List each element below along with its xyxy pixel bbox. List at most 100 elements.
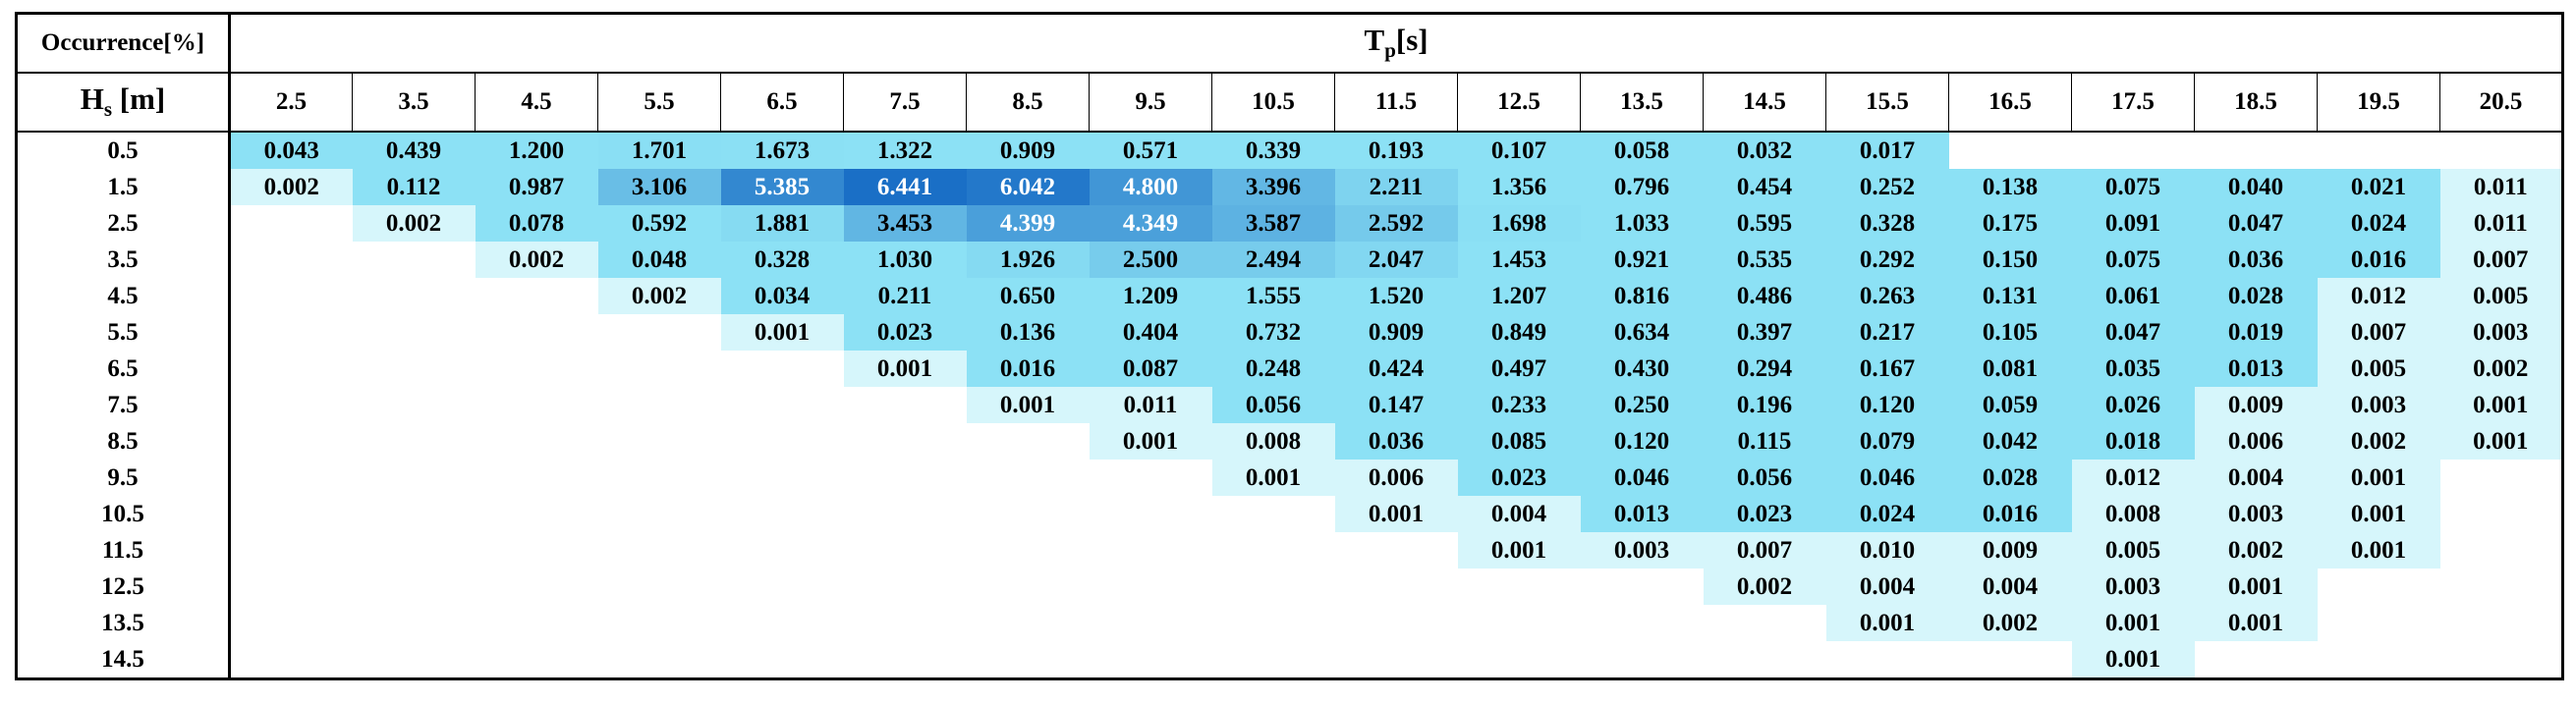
value-cell: 0.003 <box>2439 314 2563 351</box>
value-cell <box>230 605 353 641</box>
value-cell <box>476 351 598 387</box>
hs-label-6-5: 6.5 <box>16 351 231 387</box>
value-cell: 0.002 <box>352 205 476 242</box>
value-cell: 0.075 <box>2071 169 2195 205</box>
value-cell <box>598 351 721 387</box>
value-cell <box>230 423 353 460</box>
hs-symbol: H <box>80 81 104 117</box>
tp-header-13-5: 13.5 <box>1580 73 1704 133</box>
value-cell: 0.001 <box>1825 605 1949 641</box>
value-cell <box>2318 605 2440 641</box>
value-cell <box>353 351 476 387</box>
value-cell: 4.349 <box>1089 205 1212 242</box>
table-body: 0.5 0.043 0.439 1.200 1.701 1.673 1.322 0.909 0.… <box>16 132 2563 679</box>
value-cell: 5.385 <box>720 169 844 205</box>
value-cell: 0.016 <box>2317 242 2440 278</box>
value-cell: 0.061 <box>2071 278 2195 314</box>
table-row: 0.5 0.043 0.439 1.200 1.701 1.673 1.322 0.909 0.… <box>16 132 2563 169</box>
value-cell: 0.001 <box>1334 496 1458 532</box>
value-cell <box>967 532 1090 569</box>
value-cell: 0.001 <box>2194 605 2318 641</box>
value-cell: 0.909 <box>966 132 1090 169</box>
hs-subscript: s <box>103 97 113 122</box>
value-cell: 0.021 <box>2317 169 2440 205</box>
value-cell: 0.003 <box>2071 569 2195 605</box>
value-cell: 0.058 <box>1580 132 1704 169</box>
value-cell: 0.002 <box>2317 423 2440 460</box>
value-cell: 3.396 <box>1211 169 1335 205</box>
value-cell: 0.497 <box>1457 351 1581 387</box>
value-cell <box>2440 132 2563 169</box>
value-cell <box>598 423 721 460</box>
value-cell: 0.002 <box>229 169 353 205</box>
value-cell <box>230 641 353 679</box>
value-cell: 1.356 <box>1457 169 1581 205</box>
value-cell <box>1826 641 1949 679</box>
value-cell: 0.007 <box>2317 314 2440 351</box>
value-cell <box>1212 605 1335 641</box>
value-cell: 0.921 <box>1580 242 1704 278</box>
value-cell: 0.002 <box>2439 351 2563 387</box>
value-cell <box>721 423 844 460</box>
value-cell <box>1335 532 1458 569</box>
value-cell: 0.849 <box>1457 314 1581 351</box>
value-cell: 0.196 <box>1703 387 1826 423</box>
value-cell <box>844 641 967 679</box>
value-cell: 0.339 <box>1211 132 1335 169</box>
value-cell: 1.209 <box>1089 278 1212 314</box>
value-cell: 0.017 <box>1825 132 1949 169</box>
value-cell: 0.250 <box>1580 387 1704 423</box>
value-cell <box>598 387 721 423</box>
value-cell: 0.046 <box>1825 460 1949 496</box>
value-cell: 0.001 <box>2194 569 2318 605</box>
value-cell: 0.211 <box>843 278 967 314</box>
value-cell <box>1949 641 2072 679</box>
value-cell <box>2440 605 2563 641</box>
value-cell <box>353 387 476 423</box>
hs-label-14-5: 14.5 <box>16 641 231 679</box>
value-cell <box>353 569 476 605</box>
value-cell: 2.211 <box>1334 169 1458 205</box>
value-cell: 0.294 <box>1703 351 1826 387</box>
value-cell: 0.056 <box>1703 460 1826 496</box>
value-cell <box>353 460 476 496</box>
value-cell: 0.028 <box>1948 460 2072 496</box>
value-cell: 1.200 <box>475 132 598 169</box>
value-cell: 0.131 <box>1948 278 2072 314</box>
value-cell <box>353 605 476 641</box>
hs-unit: [m] <box>112 81 166 117</box>
value-cell <box>1212 569 1335 605</box>
table-row: 13.5 0.001 0.002 0.001 0.001 <box>16 605 2563 641</box>
value-cell: 0.263 <box>1825 278 1949 314</box>
value-cell: 1.030 <box>843 242 967 278</box>
value-cell: 4.800 <box>1089 169 1212 205</box>
value-cell: 1.926 <box>966 242 1090 278</box>
tp-header-19-5: 19.5 <box>2317 73 2440 133</box>
value-cell: 0.009 <box>1948 532 2072 569</box>
value-cell: 0.167 <box>1825 351 1949 387</box>
value-cell: 1.453 <box>1457 242 1581 278</box>
value-cell: 0.059 <box>1948 387 2072 423</box>
value-cell <box>1581 605 1704 641</box>
value-cell: 0.233 <box>1457 387 1581 423</box>
table-row: 12.5 0.002 0.004 0.004 0.003 0.001 <box>16 569 2563 605</box>
value-cell: 0.816 <box>1580 278 1704 314</box>
value-cell: 2.500 <box>1089 242 1212 278</box>
value-cell <box>1212 532 1335 569</box>
value-cell: 0.047 <box>2071 314 2195 351</box>
value-cell <box>1090 460 1212 496</box>
value-cell <box>1949 132 2072 169</box>
table-row: 9.5 0.001 0.006 0.023 0.046 0.056 0.046 0.028 0.… <box>16 460 2563 496</box>
value-cell: 0.120 <box>1580 423 1704 460</box>
value-cell <box>721 351 844 387</box>
value-cell <box>967 460 1090 496</box>
tp-header-14-5: 14.5 <box>1703 73 1826 133</box>
tp-header-17-5: 17.5 <box>2071 73 2195 133</box>
value-cell <box>2072 132 2195 169</box>
value-cell: 0.081 <box>1948 351 2072 387</box>
value-cell: 0.796 <box>1580 169 1704 205</box>
value-cell <box>844 569 967 605</box>
value-cell <box>844 605 967 641</box>
value-cell <box>1212 496 1335 532</box>
wave-scatter-table: Occurrence[%] Tp[s] Hs [m] 2.5 3.5 4.5 5.5 6… <box>15 12 2565 680</box>
